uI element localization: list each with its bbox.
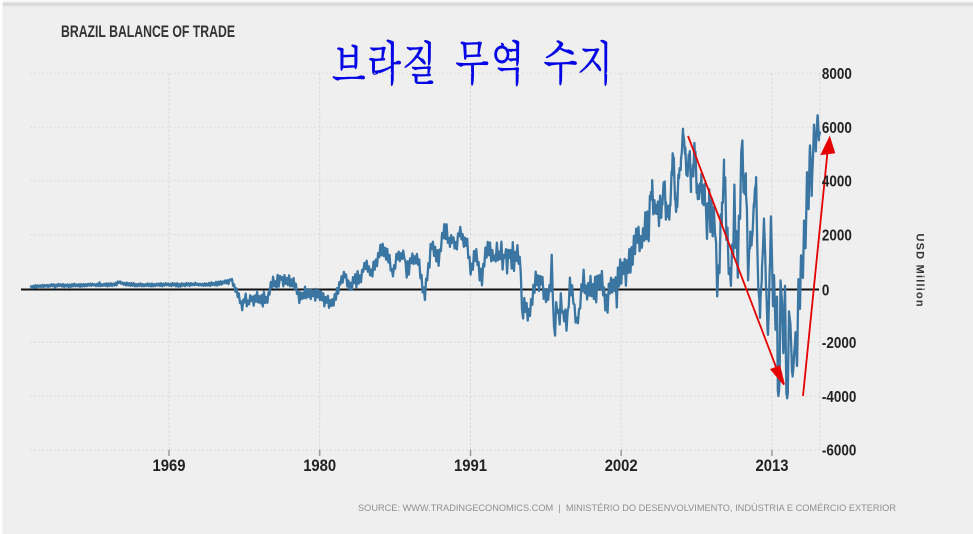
svg-text:SOURCE: WWW.TRADINGECONOMICS.C: SOURCE: WWW.TRADINGECONOMICS.COM | MINIS… <box>358 503 896 514</box>
svg-text:2000: 2000 <box>822 228 852 245</box>
svg-text:-2000: -2000 <box>822 335 856 352</box>
svg-text:4000: 4000 <box>822 174 852 191</box>
svg-text:-4000: -4000 <box>822 389 856 406</box>
svg-text:6000: 6000 <box>822 120 852 137</box>
svg-text:1969: 1969 <box>153 456 186 475</box>
svg-text:2013: 2013 <box>756 456 789 475</box>
svg-text:USD Million: USD Million <box>914 234 926 308</box>
svg-text:1991: 1991 <box>454 456 487 475</box>
svg-text:-6000: -6000 <box>822 443 856 460</box>
svg-text:0: 0 <box>822 282 829 299</box>
svg-text:8000: 8000 <box>822 66 852 83</box>
svg-text:2002: 2002 <box>605 456 638 475</box>
svg-text:BRAZIL BALANCE OF TRADE: BRAZIL BALANCE OF TRADE <box>61 23 235 41</box>
svg-text:1980: 1980 <box>303 456 336 475</box>
